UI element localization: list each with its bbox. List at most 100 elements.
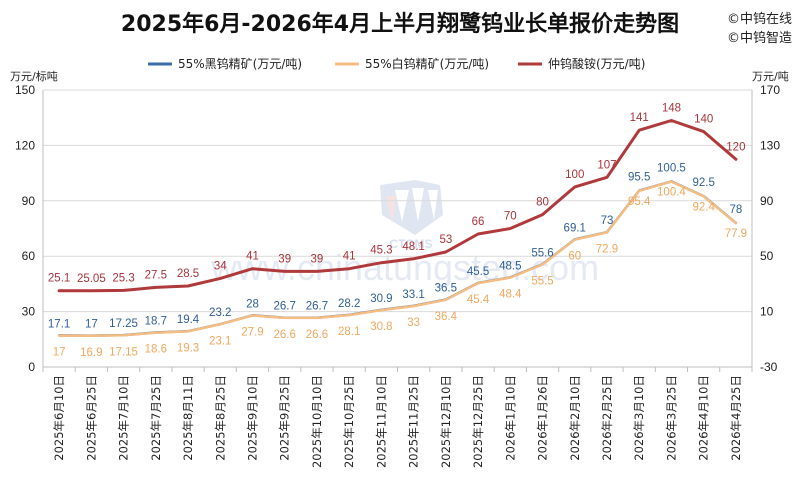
y-right-tick-label: 10 <box>760 305 774 319</box>
legend: 55%黑钨精矿(万元/吨) 55%白钨精矿(万元/吨) 仲钨酸铵(万元/吨) <box>148 56 645 71</box>
x-axis-ticks: 2025年6月10日 2025年6月25日 2025年7月10日 2025年7月25日… <box>52 375 743 468</box>
data-label: 33.1 <box>402 289 424 301</box>
y-left-tick-label: 30 <box>22 305 36 319</box>
x-tick-label: 2025年11月10日 <box>374 375 388 468</box>
data-label: 17 <box>53 347 66 359</box>
data-label: 28.2 <box>338 298 360 310</box>
y-right-tick-label: 90 <box>760 194 774 208</box>
y-right-tick-label: 130 <box>760 138 780 152</box>
x-tick-label: 2025年9月25日 <box>278 375 292 461</box>
data-label: 36.5 <box>435 283 457 295</box>
x-tick-label: 2025年8月25日 <box>213 375 227 461</box>
data-label: 28 <box>246 298 259 310</box>
data-label: 18.6 <box>145 344 167 356</box>
data-label: 77.9 <box>725 228 747 240</box>
axes <box>42 90 753 372</box>
x-tick-label: 2025年9月10日 <box>245 375 259 461</box>
data-label: 70 <box>504 211 517 223</box>
legend-label-2: 55%白钨精矿(万元/吨) <box>365 56 489 71</box>
data-label: 120 <box>726 141 745 153</box>
data-label: 55.6 <box>531 247 553 259</box>
data-label: 45.5 <box>467 266 489 278</box>
data-label: 66 <box>472 216 485 228</box>
data-label: 41 <box>343 251 356 263</box>
data-label: 72.9 <box>596 243 618 255</box>
data-label: 28.1 <box>338 326 360 338</box>
data-label: 26.6 <box>274 329 296 341</box>
x-tick-label: 2026年4月10日 <box>697 375 711 461</box>
watermark-logo-text: CTOMS <box>389 237 432 251</box>
x-tick-label: 2025年6月25日 <box>84 375 98 461</box>
data-label: 17.1 <box>48 318 70 330</box>
y-right-tick-label: 170 <box>760 83 780 97</box>
data-label: 27.5 <box>145 269 167 281</box>
data-label: 45.3 <box>370 245 392 257</box>
x-tick-label: 2025年6月10日 <box>52 375 66 461</box>
series-line-3 <box>57 119 738 293</box>
x-tick-label: 2026年3月25日 <box>664 375 678 461</box>
x-tick-label: 2025年10月10日 <box>310 375 324 468</box>
series-lines <box>57 119 738 338</box>
y-right-unit-label: 万元/吨 <box>752 70 789 83</box>
data-label: 27.9 <box>241 326 263 338</box>
x-tick-label: 2025年10月25日 <box>342 375 356 468</box>
legend-label-1: 55%黑钨精矿(万元/吨) <box>178 56 302 71</box>
data-label: 23.1 <box>209 335 231 347</box>
x-tick-label: 2026年3月10日 <box>632 375 646 461</box>
data-label: 19.4 <box>177 314 200 326</box>
data-label: 17.15 <box>109 346 138 358</box>
y-left-tick-label: 150 <box>15 83 35 97</box>
data-label: 26.6 <box>306 329 328 341</box>
data-label: 55.5 <box>531 276 553 288</box>
y-left-axis-ticks: 0 30 60 90 120 150 <box>15 83 35 374</box>
data-label: 60 <box>568 251 581 263</box>
data-label: 80 <box>536 197 549 209</box>
data-label: 39 <box>278 253 291 265</box>
data-label: 33 <box>407 317 420 329</box>
data-label: 73 <box>601 215 614 227</box>
x-tick-label: 2025年11月25日 <box>407 375 421 468</box>
y-left-tick-label: 0 <box>28 360 35 374</box>
data-label: 100.5 <box>657 162 686 174</box>
data-label: 23.2 <box>209 307 231 319</box>
data-label: 17.25 <box>109 318 138 330</box>
brand-line-1: ©中钨在线 <box>726 12 792 27</box>
x-tick-label: 2026年2月10日 <box>568 375 582 461</box>
data-label: 25.05 <box>77 273 106 285</box>
chart-title: 2025年6月-2026年4月上半月翔鹭钨业长单报价走势图 <box>120 12 680 37</box>
data-label: 92.4 <box>692 201 715 213</box>
data-label: 78 <box>729 204 742 216</box>
data-label: 95.5 <box>628 172 650 184</box>
data-label: 95.4 <box>628 196 651 208</box>
x-tick-label: 2026年1月10日 <box>503 375 517 461</box>
data-label: 48.1 <box>402 241 424 253</box>
data-label: 92.5 <box>692 177 714 189</box>
y-right-tick-label: 50 <box>760 249 774 263</box>
x-tick-label: 2025年12月10日 <box>439 375 453 468</box>
data-label: 140 <box>694 114 713 126</box>
data-label: 30.8 <box>370 321 392 333</box>
data-label: 141 <box>630 112 649 124</box>
data-label: 41 <box>246 251 259 263</box>
data-label: 48.4 <box>499 289 522 301</box>
y-left-tick-label: 120 <box>15 138 35 152</box>
data-label: 100.4 <box>657 187 686 199</box>
data-label: 16.9 <box>80 347 102 359</box>
y-right-tick-label: -30 <box>760 360 778 374</box>
watermark-logo <box>380 180 443 235</box>
data-label: 100 <box>565 169 584 181</box>
x-tick-label: 2025年7月10日 <box>117 375 131 461</box>
data-label: 34 <box>214 260 227 272</box>
data-label: 45.4 <box>467 294 490 306</box>
y-left-tick-label: 60 <box>22 249 36 263</box>
brand-line-2: ©中钨智造 <box>726 31 792 46</box>
x-tick-label: 2025年7月25日 <box>149 375 163 461</box>
data-label: 36.4 <box>435 311 458 323</box>
data-label: 30.9 <box>370 293 392 305</box>
data-label: 19.3 <box>177 342 199 354</box>
y-left-unit-label: 万元/标吨 <box>10 69 58 83</box>
data-label: 107 <box>597 159 616 171</box>
x-tick-label: 2026年2月25日 <box>600 375 614 461</box>
